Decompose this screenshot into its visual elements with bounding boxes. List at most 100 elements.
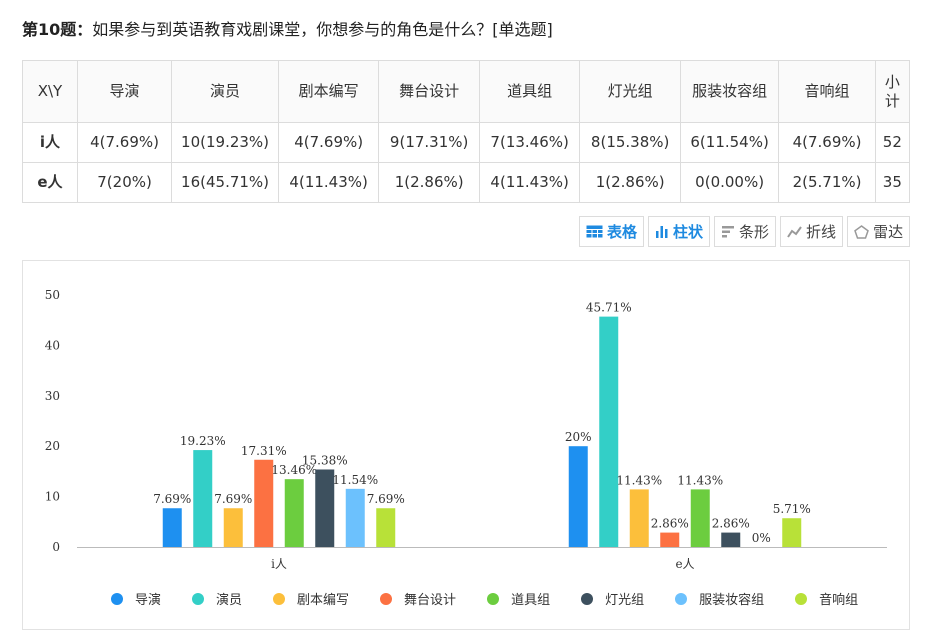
- y-tick-label: 30: [45, 389, 60, 403]
- bar: [376, 508, 396, 547]
- bar: [721, 532, 741, 547]
- data-label: 45.71%: [586, 301, 632, 315]
- tab-table[interactable]: 表格: [579, 216, 645, 247]
- table-cell: 9(17.31%): [378, 122, 480, 163]
- table-cell: 7(20%): [76, 162, 173, 203]
- legend-item[interactable]: 舞台设计: [380, 589, 456, 608]
- table-cell: 16(45.71%): [171, 162, 279, 203]
- table-cell: 4(11.43%): [478, 162, 581, 203]
- column-header: 道具组: [478, 60, 581, 123]
- table-cell: 10(19.23%): [171, 122, 279, 163]
- table-cell: 7(13.46%): [478, 122, 581, 163]
- table-row: i人 4(7.69%) 10(19.23%) 4(7.69%) 9(17.31%…: [22, 122, 911, 163]
- legend-swatch: [581, 592, 594, 605]
- legend-label: 导演: [135, 593, 162, 608]
- legend-label: 演员: [216, 593, 243, 608]
- bar: [599, 316, 619, 547]
- legend-label: 舞台设计: [404, 593, 457, 608]
- chart-type-tabs: 表格 柱状 条形 折线 雷达: [579, 216, 911, 247]
- legend-item[interactable]: 音响组: [795, 589, 858, 608]
- row-label: i人: [22, 122, 78, 163]
- legend-item[interactable]: 演员: [192, 589, 242, 608]
- bar: [345, 488, 365, 547]
- bar: [660, 532, 680, 547]
- legend-swatch: [675, 592, 688, 605]
- legend-item[interactable]: 导演: [111, 589, 161, 608]
- tab-radar[interactable]: 雷达: [847, 216, 911, 247]
- bar-chart-icon: [655, 225, 669, 238]
- table-row: e人 7(20%) 16(45.71%) 4(11.43%) 1(2.86%) …: [22, 162, 911, 203]
- data-label: 7.69%: [367, 492, 405, 506]
- table-corner-cell: X\Y: [22, 60, 78, 123]
- legend-swatch: [795, 592, 808, 605]
- column-header: 音响组: [778, 60, 876, 123]
- column-header: 灯光组: [579, 60, 681, 123]
- chart-panel: 0 10 20 30 40 50 7.69% 19.23% 7.69% 17.31% 13.46% 1…: [22, 260, 910, 630]
- bar: [690, 489, 710, 547]
- data-label: 2.86%: [651, 517, 689, 531]
- tab-line[interactable]: 折线: [780, 216, 844, 247]
- legend-label: 剧本编写: [297, 593, 350, 608]
- tab-label: 条形: [739, 223, 770, 241]
- y-tick-label: 40: [45, 338, 60, 352]
- bar: [162, 508, 182, 547]
- column-header: 舞台设计: [378, 60, 480, 123]
- table-cell: 2(5.71%): [778, 162, 876, 203]
- legend-swatch: [111, 592, 123, 605]
- table-cell: 0(0.00%): [679, 162, 780, 203]
- data-label: 7.69%: [214, 492, 252, 506]
- column-header: 小计: [874, 60, 911, 123]
- legend-item[interactable]: 剧本编写: [273, 589, 349, 608]
- table-cell: 6(11.54%): [679, 122, 780, 163]
- legend-item[interactable]: 道具组: [487, 589, 550, 608]
- data-label: 11.43%: [616, 473, 662, 487]
- legend-swatch: [192, 592, 205, 605]
- bar: [568, 446, 588, 547]
- tab-label: 柱状: [673, 223, 704, 241]
- legend-label: 灯光组: [605, 593, 645, 608]
- bar: [254, 459, 274, 547]
- data-label: 11.54%: [332, 473, 378, 487]
- legend-item[interactable]: 服装妆容组: [675, 589, 764, 608]
- legend-swatch: [487, 592, 500, 605]
- data-label: 20%: [565, 430, 592, 444]
- tab-horizontal-bar[interactable]: 条形: [714, 216, 777, 247]
- bar: [782, 518, 802, 547]
- bar: [193, 450, 213, 547]
- table-cell: 1(2.86%): [579, 162, 681, 203]
- legend-item[interactable]: 灯光组: [581, 589, 644, 608]
- bar: [315, 469, 335, 547]
- data-label: 11.43%: [677, 473, 723, 487]
- table-cell: 52: [874, 122, 911, 163]
- legend-swatch: [380, 592, 393, 605]
- data-label: 7.69%: [153, 492, 191, 506]
- question-number: 第10题：: [22, 20, 93, 39]
- bar-chart: 010203040507.69%19.23%7.69%17.31%13.46%1…: [45, 288, 887, 571]
- horizontal-bar-icon: [721, 225, 735, 238]
- y-tick-label: 50: [45, 288, 60, 302]
- data-label: 17.31%: [241, 444, 287, 458]
- table-cell: 4(7.69%): [778, 122, 876, 163]
- y-tick-label: 0: [52, 540, 60, 554]
- table-cell: 4(7.69%): [277, 122, 380, 163]
- data-label: 0%: [752, 531, 771, 545]
- data-label: 15.38%: [302, 453, 348, 467]
- bar: [629, 489, 649, 547]
- tab-label: 表格: [607, 223, 638, 241]
- data-label: 19.23%: [180, 434, 226, 448]
- question-text: 如果参与到英语教育戏剧课堂，你想参与的角色是什么？[单选题]: [92, 20, 553, 39]
- legend-label: 服装妆容组: [699, 593, 765, 608]
- column-header: 剧本编写: [277, 60, 380, 123]
- legend-label: 音响组: [819, 593, 859, 608]
- bar: [284, 479, 304, 547]
- legend-swatch: [273, 592, 286, 605]
- column-header: 服装妆容组: [679, 60, 780, 123]
- table-cell: 4(11.43%): [277, 162, 380, 203]
- row-label: e人: [22, 162, 78, 203]
- y-tick-label: 10: [45, 490, 60, 504]
- chart-legend: 导演 演员 剧本编写 舞台设计 道具组 灯光组 服装妆容组 音响组: [111, 589, 889, 608]
- tab-bar[interactable]: 柱状: [648, 216, 711, 247]
- table-cell: 8(15.38%): [579, 122, 681, 163]
- y-tick-label: 20: [45, 439, 60, 453]
- crosstab-table: X\Y 导演 演员 剧本编写 舞台设计 道具组 灯光组 服装妆容组 音响组 小计…: [22, 60, 911, 203]
